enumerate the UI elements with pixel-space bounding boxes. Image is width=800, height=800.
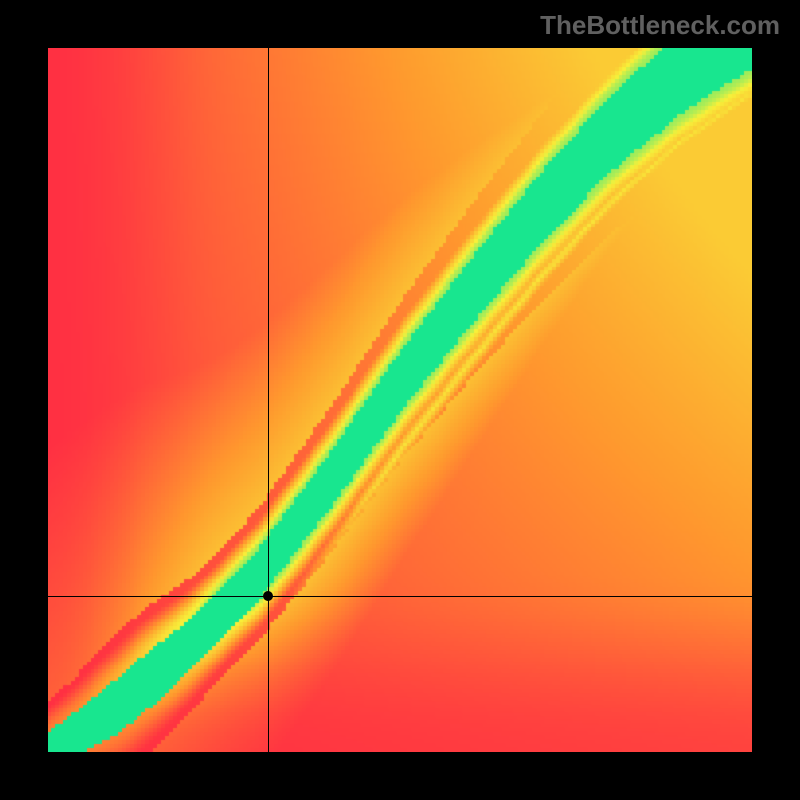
crosshair-vertical bbox=[268, 48, 269, 752]
crosshair-horizontal bbox=[48, 596, 752, 597]
heatmap-canvas bbox=[48, 48, 752, 752]
bottleneck-heatmap bbox=[48, 48, 752, 752]
marker-dot bbox=[263, 591, 273, 601]
watermark-text: TheBottleneck.com bbox=[540, 10, 780, 41]
